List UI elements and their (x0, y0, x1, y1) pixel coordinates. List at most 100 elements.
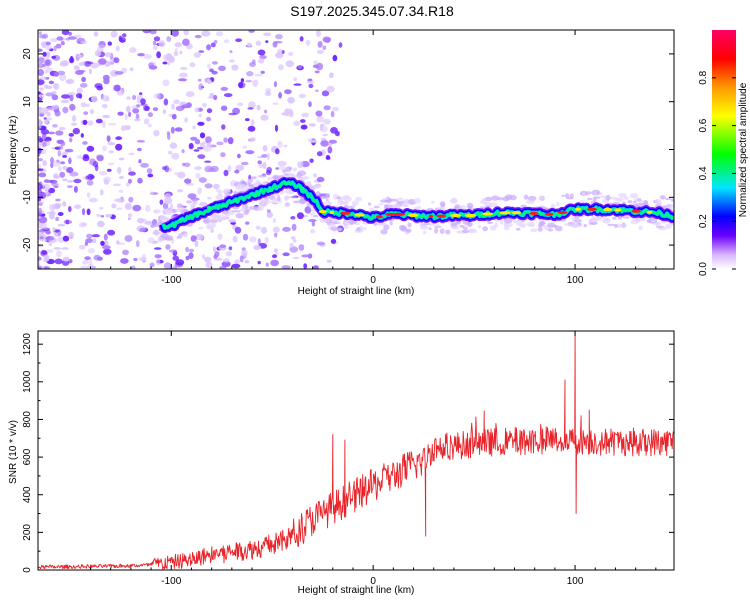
noise-blob (223, 93, 233, 98)
noise-blob (97, 44, 106, 49)
noise-blob (278, 92, 282, 99)
noise-blob (49, 38, 59, 42)
noise-blob (45, 249, 54, 253)
noise-blob (116, 207, 123, 211)
noise-blob (86, 145, 95, 152)
noise-blob (183, 162, 191, 168)
noise-blob (58, 126, 66, 131)
ridge-halo (296, 172, 302, 178)
noise-blob (316, 30, 321, 37)
ridge-halo (331, 223, 336, 228)
ridge-halo (515, 219, 523, 226)
noise-blob (112, 183, 122, 187)
noise-blob (230, 221, 236, 225)
noise-blob (207, 79, 212, 85)
noise-blob (120, 125, 127, 132)
noise-blob (315, 89, 319, 92)
noise-blob (264, 109, 268, 114)
noise-blob (98, 58, 107, 65)
hotspot (299, 186, 305, 191)
noise-blob (138, 159, 142, 164)
colorbar-tick-label: 0.6 (698, 118, 709, 132)
ridge-halo (547, 228, 554, 232)
colorbar: 0.0 0.2 0.4 0.6 0.8 Normalized spectral ampl… (698, 30, 749, 276)
y-tick-label: 20 (22, 48, 33, 60)
y-tick-label: 600 (22, 448, 33, 465)
noise-blob (48, 80, 55, 85)
noise-blob (149, 30, 157, 35)
ridge-halo (314, 186, 321, 189)
ridge-halo (439, 228, 445, 234)
noise-blob (45, 92, 54, 97)
ridge-halo (586, 197, 593, 201)
noise-blob (188, 142, 194, 150)
ridge-halo (237, 183, 245, 189)
noise-blob (98, 171, 108, 176)
noise-blob (277, 48, 283, 54)
noise-blob (241, 249, 248, 257)
noise-blob (325, 156, 331, 161)
ridge-halo (153, 209, 161, 214)
noise-blob (303, 263, 308, 269)
noise-blob (298, 244, 305, 251)
hotspot (631, 209, 641, 213)
noise-blob (59, 74, 67, 81)
noise-blob (194, 166, 202, 170)
noise-blob (65, 219, 70, 225)
y-tick-label: 400 (22, 486, 33, 503)
noise-blob (38, 198, 42, 202)
noise-blob (69, 103, 76, 111)
noise-blob (141, 253, 146, 260)
ridge-halo (669, 222, 674, 225)
noise-blob (285, 113, 291, 117)
noise-blob (320, 140, 330, 147)
noise-blob (150, 191, 154, 195)
noise-blob (313, 265, 319, 269)
noise-blob (202, 254, 206, 260)
hotspot (252, 193, 257, 198)
noise-blob (323, 105, 331, 111)
noise-blob (232, 235, 238, 243)
hotspot (614, 208, 622, 212)
noise-blob (102, 245, 111, 250)
noise-blob (257, 238, 261, 246)
noise-blob (73, 66, 80, 71)
noise-blob (307, 253, 313, 259)
noise-blob (105, 213, 112, 218)
noise-blob (102, 145, 107, 152)
noise-blob (39, 238, 48, 242)
ridge-halo (435, 224, 440, 228)
noise-blob (245, 221, 250, 225)
noise-blob (127, 213, 133, 218)
noise-blob (284, 202, 290, 207)
noise-blob (84, 256, 91, 261)
ridge-halo (404, 198, 409, 205)
ridge-halo (439, 201, 446, 207)
ridge-halo (267, 176, 274, 181)
hotspot (376, 215, 383, 219)
noise-blob (228, 219, 237, 223)
noise-blob (190, 203, 196, 208)
noise-blob (90, 95, 98, 103)
noise-blob (131, 265, 136, 269)
noise-blob (258, 58, 265, 64)
noise-blob (119, 189, 124, 194)
noise-blob (241, 161, 249, 166)
noise-blob (132, 95, 137, 100)
noise-blob (108, 150, 114, 154)
noise-blob (197, 146, 204, 150)
noise-blob (198, 83, 204, 91)
noise-blob (248, 101, 256, 109)
noise-blob (80, 265, 89, 269)
x-tick-label: 0 (370, 576, 376, 587)
ridge-halo (382, 197, 390, 201)
ridge-halo (578, 200, 586, 203)
noise-blob (198, 50, 205, 53)
hotspot (220, 204, 226, 208)
ridge-halo (547, 222, 556, 228)
noise-blob (275, 167, 280, 170)
ridge-halo (289, 196, 298, 199)
noise-blob (167, 61, 171, 66)
noise-blob (206, 44, 212, 51)
noise-blob (308, 83, 314, 89)
